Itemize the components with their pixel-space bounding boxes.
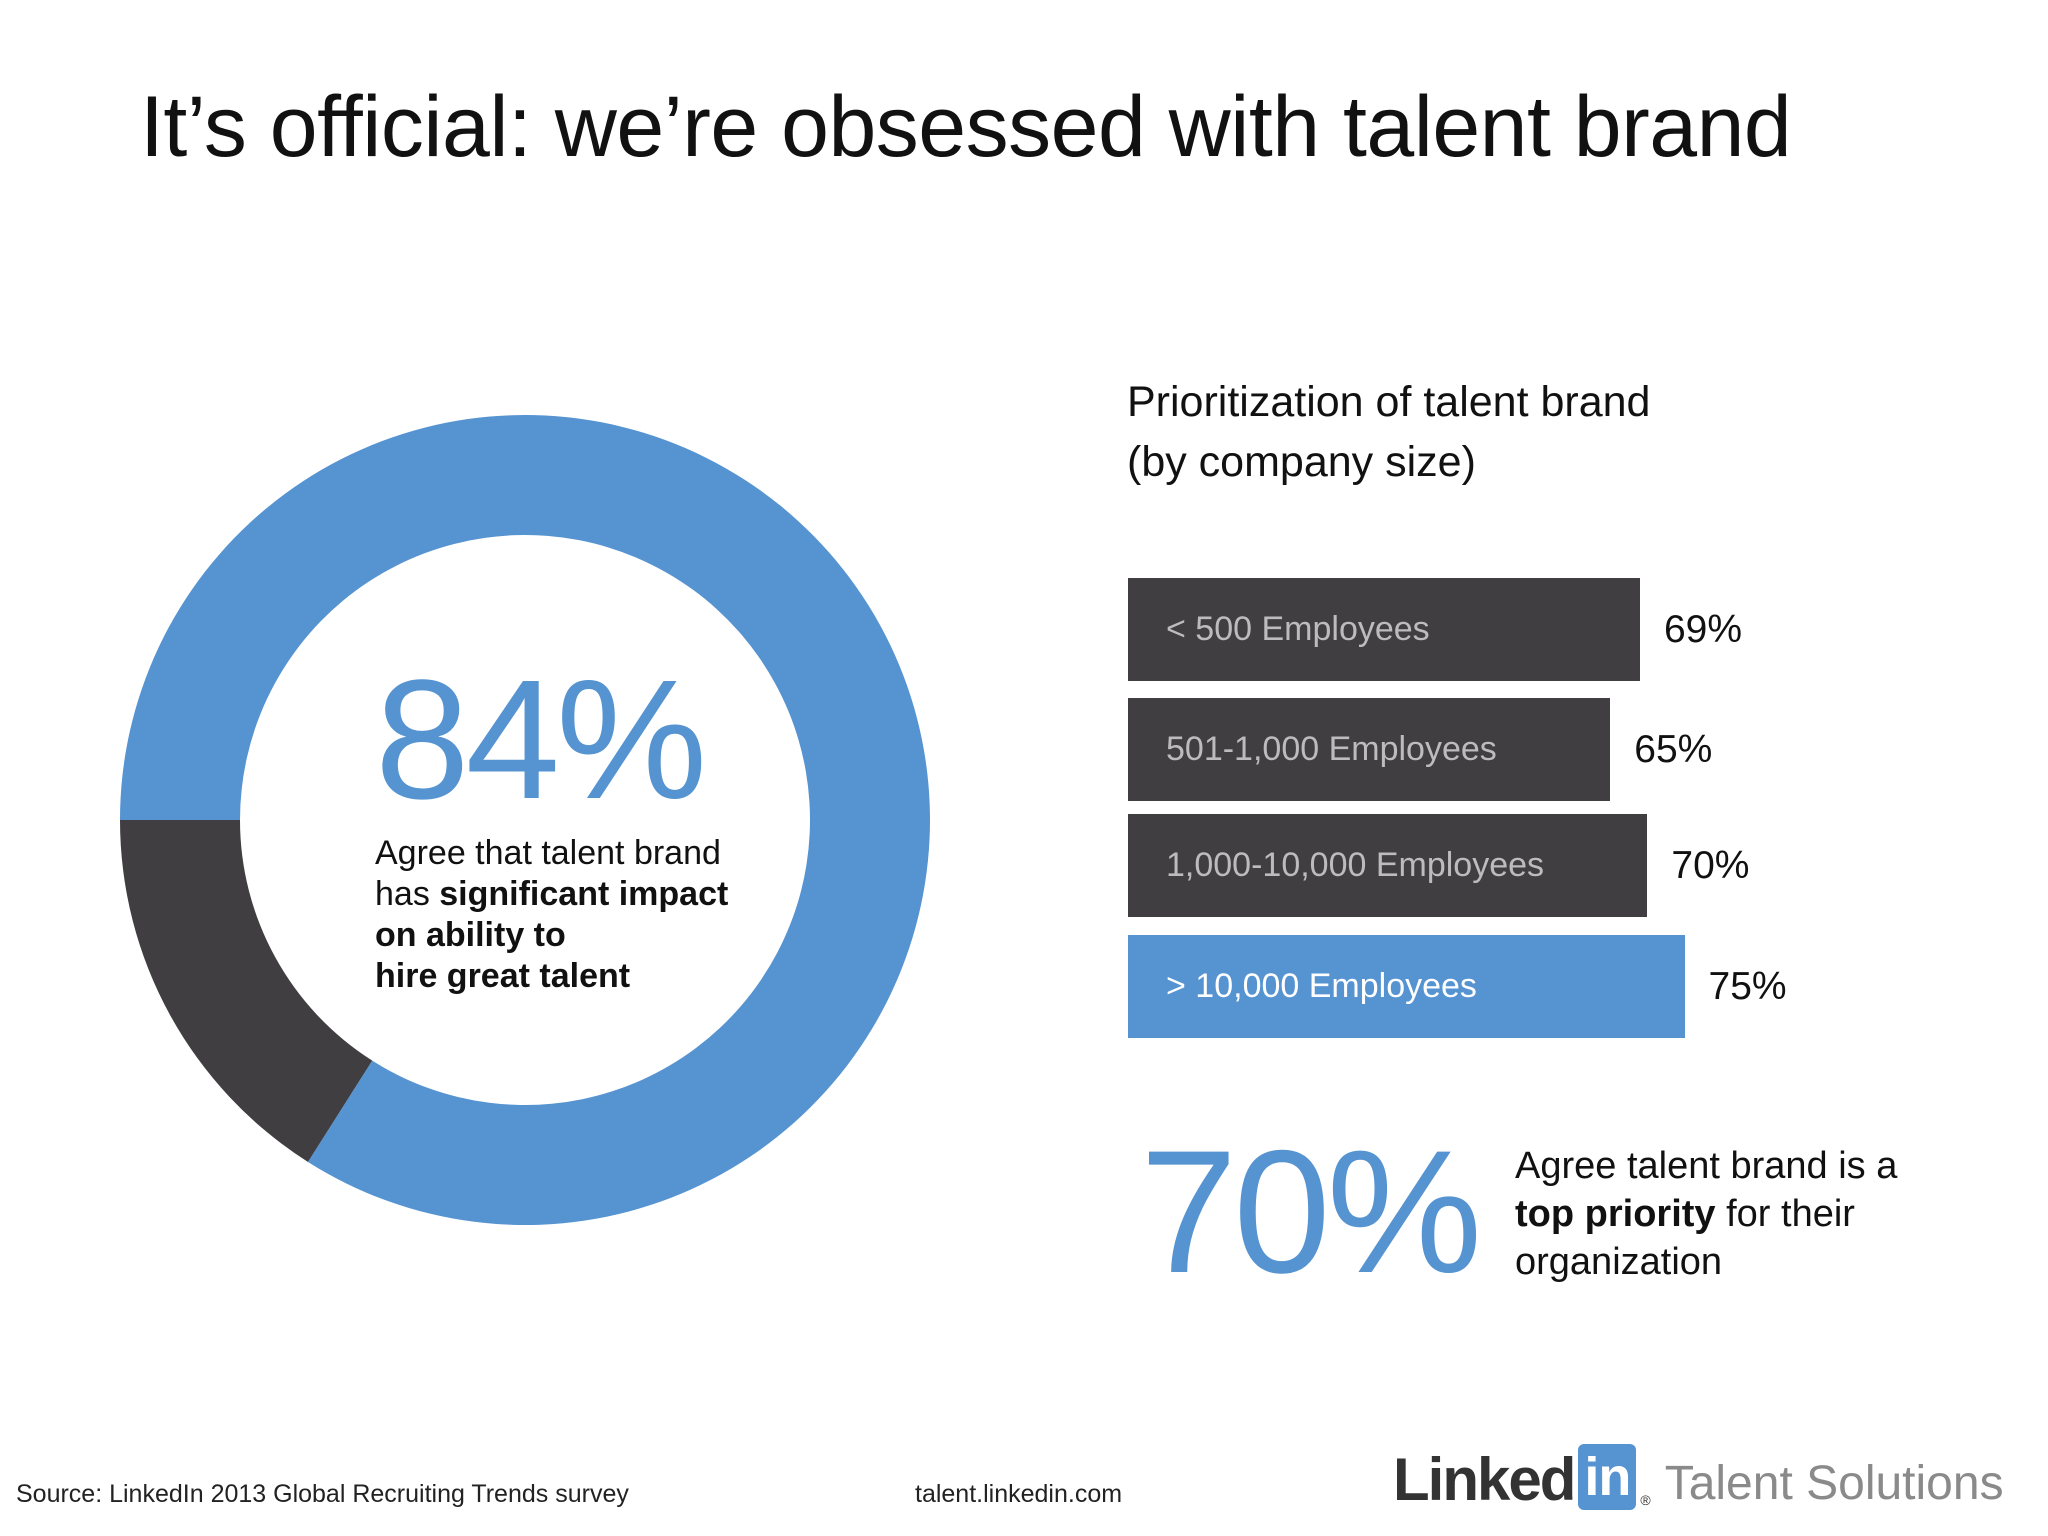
bar-1: < 500 Employees — [1128, 578, 1640, 681]
bar-value-label: 65% — [1634, 728, 1713, 771]
bar-chart-title-line-2: (by company size) — [1127, 438, 1476, 486]
bar-4: > 10,000 Employees — [1128, 935, 1685, 1038]
bar-value-label: 70% — [1671, 844, 1750, 887]
donut-text-bold-1: significant impact — [439, 875, 729, 913]
source-note: Source: LinkedIn 2013 Global Recruiting … — [16, 1480, 629, 1508]
bar-value-label: 69% — [1663, 608, 1743, 651]
bar-chart-title-line-1: Prioritization of talent brand — [1127, 378, 1651, 426]
donut-text-bold-3: hire great talent — [375, 957, 631, 995]
donut-text-line-4: hire great talent — [375, 956, 728, 997]
donut-text-line-3: on ability to — [375, 915, 728, 956]
footer-url: talent.linkedin.com — [915, 1480, 1123, 1508]
bar-chart-title: Prioritization of talent brand (by compa… — [1127, 372, 1650, 492]
priority-text-line-2: top priority for their — [1515, 1190, 1897, 1238]
priority-text-line-1: Agree talent brand is a — [1515, 1145, 1898, 1187]
donut-value-label: 84% — [375, 645, 707, 835]
priority-description: Agree talent brand is a top priority for… — [1515, 1142, 1897, 1286]
logo-wordmark-linked: Linked — [1393, 1446, 1576, 1513]
donut-text-line-2: has significant impact — [375, 874, 728, 915]
donut-text-line-1: Agree that talent brand — [375, 834, 721, 872]
bar-2: 501-1,000 Employees — [1128, 698, 1611, 801]
priority-text-bold: top priority — [1515, 1193, 1716, 1235]
linkedin-logo: Linked in ® Talent Solutions — [1393, 1442, 2004, 1510]
bar-chart: < 500 Employees 69% 501-1,000 Employees 65%… — [1128, 578, 2028, 1038]
bar-category-label: > 10,000 Employees — [1166, 967, 1477, 1005]
donut-chart — [120, 415, 930, 1226]
logo-product-name: Talent Solutions — [1664, 1457, 2004, 1510]
bar-category-label: 501-1,000 Employees — [1166, 730, 1497, 768]
donut-text-bold-2: on ability to — [375, 916, 566, 954]
slide-title: It’s official: we’re obsessed with talen… — [140, 79, 1792, 175]
donut-description: Agree that talent brand has significant … — [375, 833, 728, 997]
logo-in-box: in — [1578, 1444, 1637, 1510]
bar-category-label: 1,000-10,000 Employees — [1166, 846, 1545, 884]
bar-value-label: 75% — [1708, 965, 1787, 1008]
priority-text-line-3: organization — [1515, 1241, 1723, 1283]
donut-center-stat: 84% Agree that talent brand has signific… — [375, 655, 728, 997]
priority-value-label: 70% — [1140, 1115, 1482, 1310]
logo-registered-mark: ® — [1640, 1492, 1651, 1508]
bar-category-label: < 500 Employees — [1166, 610, 1430, 648]
donut-text-plain: has — [375, 875, 440, 913]
bar-3: 1,000-10,000 Employees — [1128, 814, 1648, 917]
donut-slice-other — [120, 820, 373, 1162]
donut-slice-agree — [120, 415, 930, 1226]
priority-text-rest: for their — [1715, 1193, 1855, 1235]
